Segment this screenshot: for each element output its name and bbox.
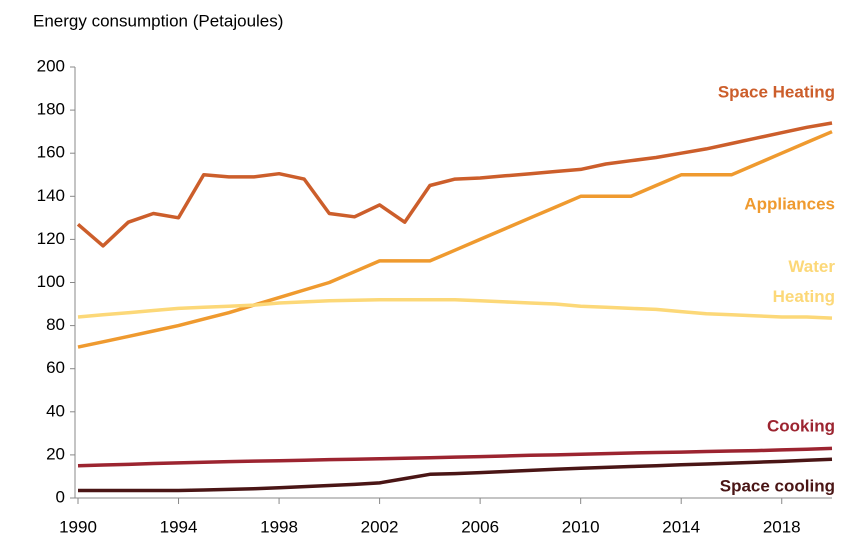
x-tick-label: 1990 (59, 517, 97, 536)
y-tick-label: 100 (37, 272, 65, 291)
x-tick-label: 2010 (562, 517, 600, 536)
y-tick-label: 120 (37, 229, 65, 248)
series-line (77, 130, 833, 349)
series-label: Appliances (744, 194, 835, 213)
x-tick-label: 2014 (662, 517, 700, 536)
x-tick-label: 2002 (361, 517, 399, 536)
series-label: Water Heating (773, 257, 836, 306)
y-tick-label: 0 (56, 487, 65, 506)
series-label: Cooking (767, 416, 835, 435)
y-tick-label: 200 (37, 56, 65, 75)
series-label-line: Water (788, 257, 835, 276)
x-tick-label: 1998 (260, 517, 298, 536)
series-line (76, 121, 833, 248)
series-label-line: Heating (773, 287, 835, 306)
y-axis-label: Energy consumption (Petajoules) (33, 11, 283, 30)
y-tick-label: 160 (37, 143, 65, 162)
y-tick-label: 180 (37, 100, 65, 119)
y-tick-label: 80 (46, 315, 65, 334)
series-line (78, 457, 833, 493)
y-tick-label: 20 (46, 444, 65, 463)
x-tick-label: 2018 (763, 517, 801, 536)
series-label: Space Heating (718, 82, 835, 101)
series-line (77, 297, 833, 320)
x-tick-label: 2006 (461, 517, 499, 536)
series-label: Space cooling (720, 476, 835, 495)
series-line (77, 446, 833, 468)
x-tick-label: 1994 (160, 517, 198, 536)
y-tick-label: 40 (46, 401, 65, 420)
y-tick-label: 60 (46, 358, 65, 377)
y-tick-label: 140 (37, 186, 65, 205)
